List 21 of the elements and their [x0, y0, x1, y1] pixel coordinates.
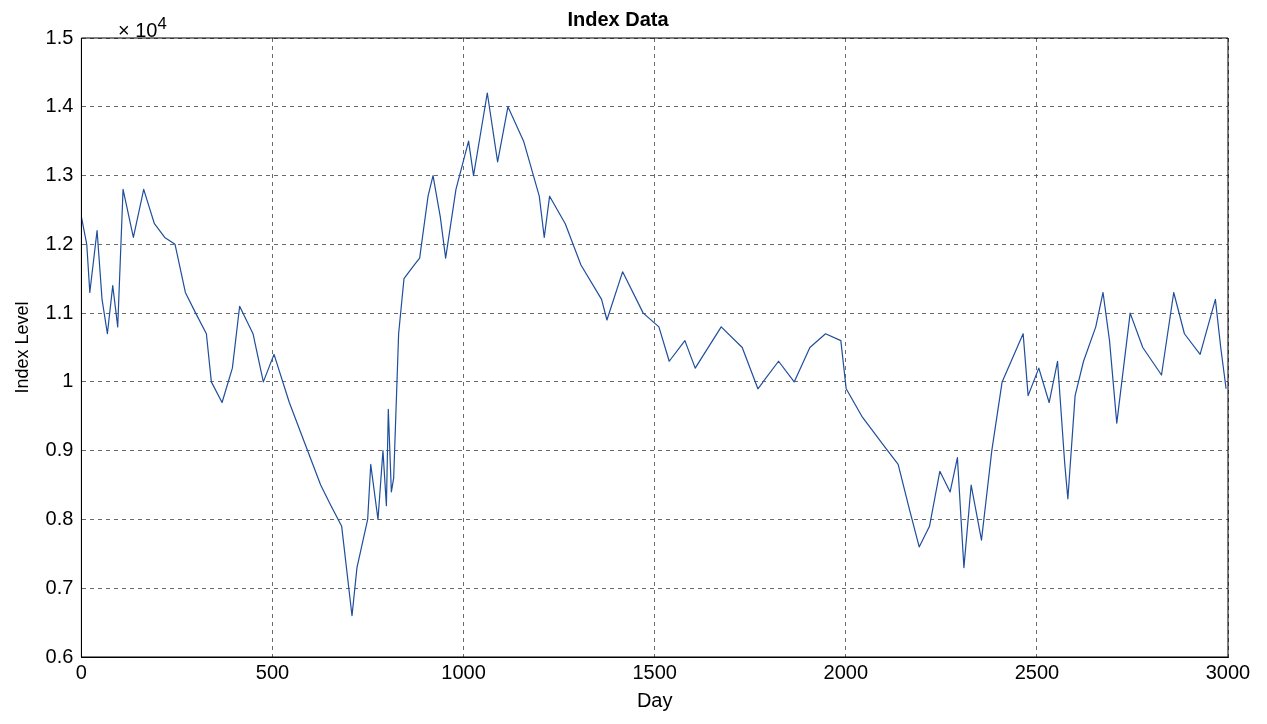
annotation: × 10$^{4}$	[118, 14, 167, 42]
x-tick-label: 3000	[1205, 660, 1251, 683]
x-tick-label: 2500	[1014, 660, 1060, 683]
x-axis-title: Day	[636, 688, 673, 711]
x-tick-label: 0	[75, 660, 87, 683]
y-tick-label: 1.1	[45, 300, 74, 323]
y-tick-label: 1.2	[45, 231, 74, 254]
y-tick-label: 0.6	[45, 644, 74, 667]
x-tick-label: 1000	[441, 660, 486, 683]
y-tick-label: 0.7	[45, 575, 74, 598]
y-tick-label: 0.9	[45, 438, 74, 461]
x-tick-label: 500	[255, 660, 290, 683]
x-tick-label: 2000	[823, 660, 869, 683]
y-tick-label: 1.3	[45, 163, 74, 186]
y-axis-title: Index Level	[11, 301, 32, 394]
y-tick-label: 1	[62, 369, 74, 392]
y-tick-label: 0.8	[45, 506, 74, 529]
chart-title: Index Data	[567, 7, 670, 30]
y-tick-label: 1.5	[45, 25, 74, 48]
x-tick-label: 1500	[632, 660, 677, 683]
y-tick-label: 1.4	[45, 94, 74, 117]
